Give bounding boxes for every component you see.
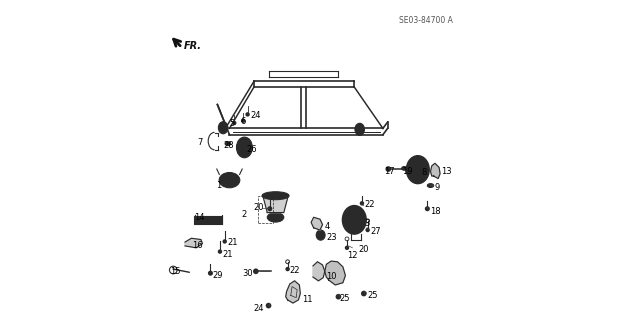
Text: 12: 12 <box>347 251 358 260</box>
Circle shape <box>361 291 367 296</box>
Ellipse shape <box>342 205 366 234</box>
Text: 21: 21 <box>222 250 233 259</box>
Text: 15: 15 <box>170 267 180 276</box>
Ellipse shape <box>355 123 364 135</box>
Polygon shape <box>185 238 202 248</box>
Text: 20: 20 <box>253 203 264 212</box>
Text: 22: 22 <box>364 200 375 209</box>
Text: 28: 28 <box>223 141 234 150</box>
Circle shape <box>223 239 227 244</box>
Text: 25: 25 <box>367 291 378 300</box>
Text: 14: 14 <box>195 213 205 222</box>
Text: 5: 5 <box>230 119 235 129</box>
Text: 10: 10 <box>326 272 336 281</box>
Text: 24: 24 <box>253 304 264 313</box>
Text: 4: 4 <box>324 222 330 231</box>
Polygon shape <box>313 262 324 281</box>
Ellipse shape <box>241 142 248 152</box>
Circle shape <box>218 249 222 254</box>
Text: 3: 3 <box>364 219 369 228</box>
Ellipse shape <box>428 184 434 188</box>
Circle shape <box>335 294 341 300</box>
Text: 2: 2 <box>242 210 247 219</box>
Circle shape <box>268 206 273 211</box>
Polygon shape <box>311 217 323 230</box>
Circle shape <box>385 166 391 172</box>
Circle shape <box>208 271 213 276</box>
Ellipse shape <box>219 173 240 188</box>
Bar <box>194 216 223 224</box>
Ellipse shape <box>415 166 421 174</box>
Text: SE03-84700 A: SE03-84700 A <box>399 16 452 25</box>
Circle shape <box>360 201 364 205</box>
Ellipse shape <box>218 122 228 134</box>
Circle shape <box>365 228 370 232</box>
Circle shape <box>241 119 245 123</box>
Text: 21: 21 <box>227 238 237 247</box>
Text: 18: 18 <box>431 207 441 216</box>
Text: FR.: FR. <box>184 41 202 51</box>
Ellipse shape <box>316 230 325 240</box>
Circle shape <box>285 267 290 271</box>
Ellipse shape <box>225 142 231 145</box>
Circle shape <box>253 269 259 274</box>
Ellipse shape <box>347 211 362 229</box>
Ellipse shape <box>406 156 429 184</box>
Text: 7: 7 <box>198 137 203 146</box>
Ellipse shape <box>236 137 252 158</box>
Text: 27: 27 <box>370 227 381 236</box>
Text: 20: 20 <box>359 245 369 254</box>
Text: 17: 17 <box>384 167 395 176</box>
Text: 24: 24 <box>250 111 260 120</box>
Ellipse shape <box>225 177 234 184</box>
Ellipse shape <box>262 192 289 200</box>
Text: 29: 29 <box>212 271 223 280</box>
Text: 1: 1 <box>216 181 221 190</box>
Ellipse shape <box>268 212 284 222</box>
Circle shape <box>245 112 250 117</box>
Text: 9: 9 <box>435 183 440 192</box>
Text: 6: 6 <box>240 117 245 126</box>
Text: 19: 19 <box>402 167 412 176</box>
Circle shape <box>425 206 430 211</box>
Text: 22: 22 <box>290 266 300 275</box>
Ellipse shape <box>411 161 425 178</box>
Ellipse shape <box>402 167 406 170</box>
Circle shape <box>232 121 236 125</box>
Text: 8: 8 <box>422 168 427 177</box>
Polygon shape <box>431 163 440 179</box>
Text: 11: 11 <box>302 295 312 304</box>
Circle shape <box>345 246 349 250</box>
Text: 13: 13 <box>441 167 451 176</box>
Polygon shape <box>285 281 300 303</box>
Text: 25: 25 <box>340 294 350 303</box>
Ellipse shape <box>351 216 358 224</box>
Text: 16: 16 <box>193 241 203 250</box>
Text: 26: 26 <box>246 145 257 154</box>
Circle shape <box>266 303 271 308</box>
Text: 23: 23 <box>326 233 337 242</box>
Ellipse shape <box>319 233 323 237</box>
Polygon shape <box>263 196 288 212</box>
Polygon shape <box>324 261 346 285</box>
Text: 30: 30 <box>242 269 253 278</box>
